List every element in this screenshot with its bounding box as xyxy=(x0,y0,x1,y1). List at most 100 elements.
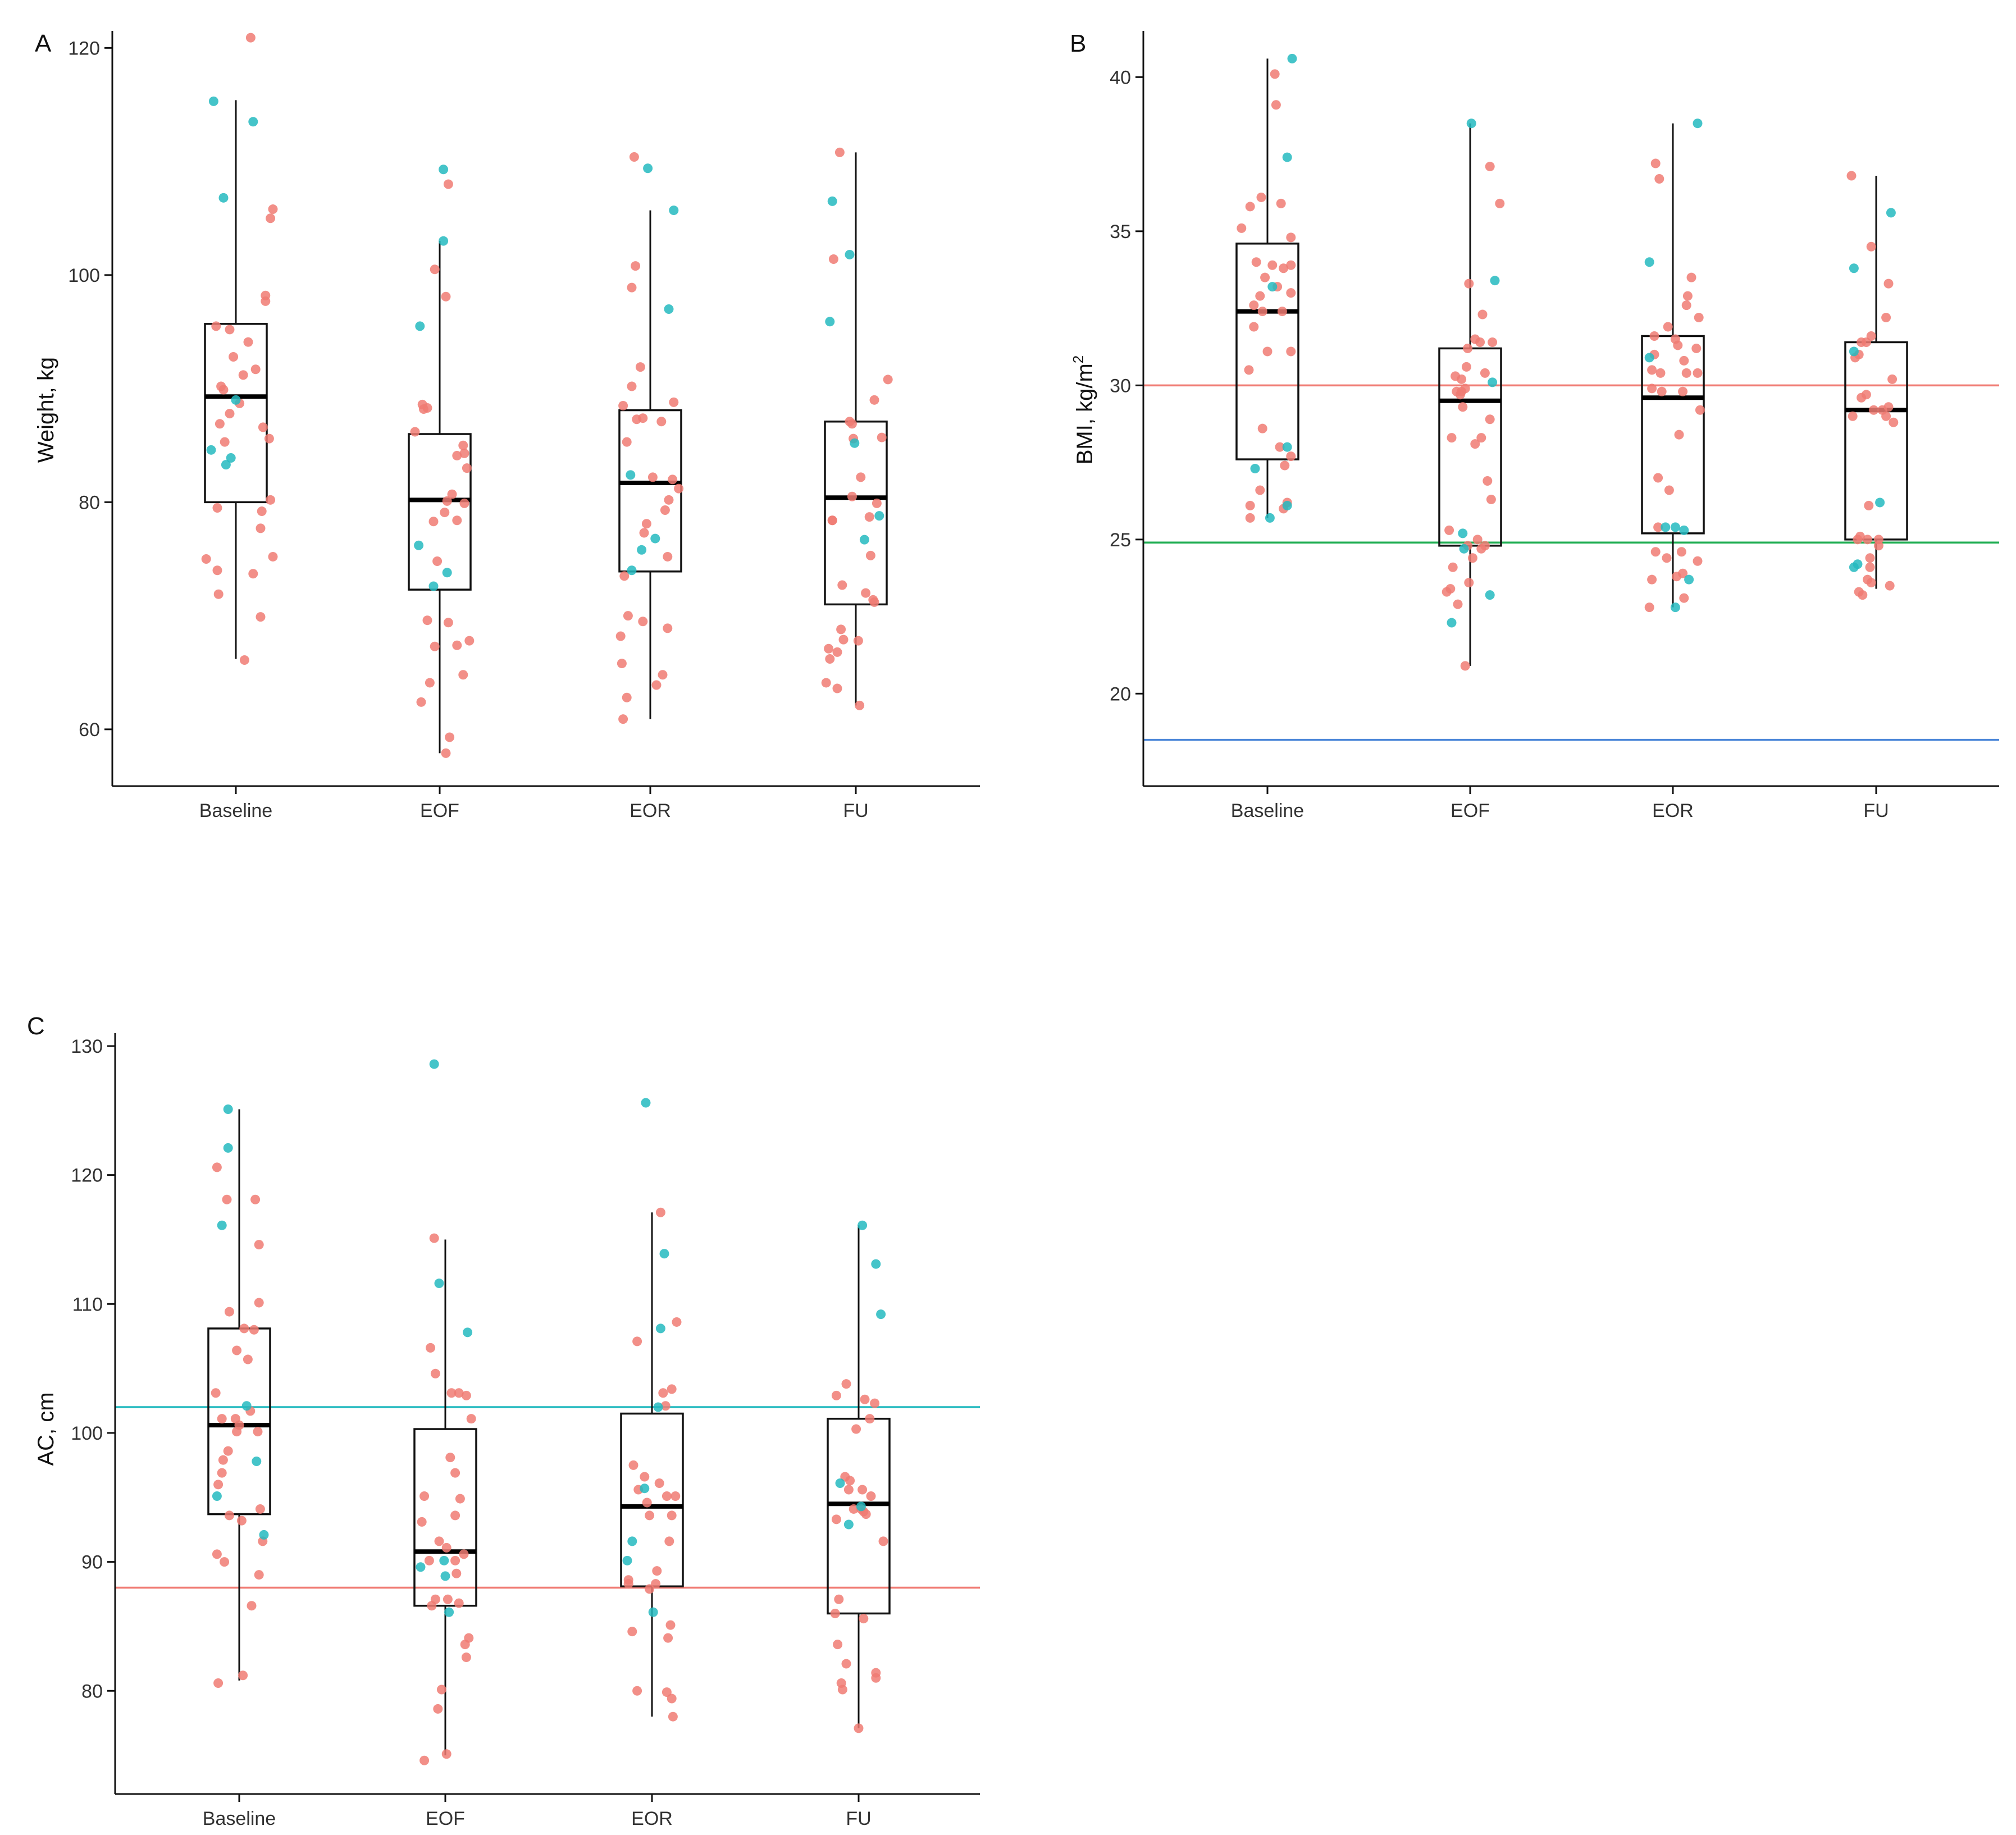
data-point xyxy=(430,1368,440,1378)
y-tick-label: 100 xyxy=(71,1423,103,1444)
data-point xyxy=(1251,257,1261,267)
data-point xyxy=(1464,279,1474,289)
data-point xyxy=(428,581,439,591)
data-point xyxy=(1693,368,1703,378)
data-point xyxy=(664,495,674,505)
data-point xyxy=(458,440,468,450)
data-point xyxy=(1858,590,1868,600)
data-point xyxy=(252,1456,262,1466)
data-point xyxy=(1686,272,1696,282)
x-tick-label: EOF xyxy=(1451,800,1490,821)
data-point xyxy=(831,1514,841,1524)
data-point xyxy=(627,282,637,293)
data-point xyxy=(851,1424,861,1434)
data-point xyxy=(224,1307,234,1317)
data-point xyxy=(1257,423,1267,433)
data-point xyxy=(212,1162,222,1172)
data-point xyxy=(443,179,453,189)
box-eof xyxy=(408,241,472,754)
data-point xyxy=(1849,346,1859,357)
data-point xyxy=(1459,544,1469,554)
data-point xyxy=(220,1557,230,1567)
data-point xyxy=(223,1143,233,1153)
data-point xyxy=(254,1570,264,1580)
data-point xyxy=(455,1494,465,1504)
data-point xyxy=(208,96,218,106)
y-tick-label: 100 xyxy=(68,265,100,286)
x-tick-label: Baseline xyxy=(1231,800,1304,821)
data-point xyxy=(1691,343,1702,353)
y-axis-title: AC, cm xyxy=(34,1392,58,1466)
box-fu xyxy=(827,1225,891,1728)
data-point xyxy=(231,395,241,405)
data-point xyxy=(255,1504,265,1514)
data-point xyxy=(1483,476,1493,486)
data-point xyxy=(256,612,266,622)
data-point xyxy=(856,472,866,482)
data-point xyxy=(1475,337,1485,347)
data-point xyxy=(654,1478,664,1489)
data-point xyxy=(223,1446,233,1456)
data-point xyxy=(659,1249,669,1259)
data-point xyxy=(1678,386,1688,396)
data-point xyxy=(865,1414,875,1424)
data-point xyxy=(229,352,239,362)
data-point xyxy=(1866,331,1876,341)
data-point xyxy=(1883,279,1894,289)
data-point xyxy=(640,1472,650,1482)
data-point xyxy=(660,1401,671,1411)
data-point xyxy=(230,1414,240,1424)
data-point xyxy=(1693,118,1703,129)
data-point xyxy=(1249,300,1259,311)
data-point xyxy=(1466,118,1476,129)
data-point xyxy=(858,1485,868,1495)
data-point xyxy=(1681,368,1691,378)
data-point xyxy=(452,450,462,460)
data-point xyxy=(1447,618,1457,628)
data-point xyxy=(638,413,648,423)
panel-letter: B xyxy=(1070,30,1086,57)
x-tick-label: EOR xyxy=(631,1808,673,1829)
data-point xyxy=(1244,365,1254,375)
data-point xyxy=(853,636,863,646)
data-point xyxy=(871,1673,881,1683)
data-point xyxy=(655,1323,665,1334)
x-tick-label: FU xyxy=(846,1808,871,1829)
data-point xyxy=(872,498,882,508)
data-point xyxy=(656,417,667,427)
data-point xyxy=(232,1345,242,1355)
data-point xyxy=(1676,547,1686,557)
data-point xyxy=(1460,661,1470,671)
data-point xyxy=(669,397,679,407)
data-point xyxy=(217,1220,227,1230)
data-point xyxy=(645,1584,655,1594)
data-point xyxy=(441,1749,451,1759)
data-point xyxy=(837,580,847,590)
y-tick-label: 80 xyxy=(79,492,100,513)
data-point xyxy=(1286,451,1296,462)
data-point xyxy=(1467,553,1477,563)
data-point xyxy=(1863,574,1873,585)
data-point xyxy=(828,254,838,264)
data-point xyxy=(1282,442,1292,452)
data-point xyxy=(623,611,633,621)
data-point xyxy=(430,641,440,651)
data-point xyxy=(461,1653,471,1663)
data-point xyxy=(662,1491,672,1501)
data-point xyxy=(854,1723,864,1733)
y-tick-label: 120 xyxy=(68,38,100,59)
y-axis-title-superscript: 2 xyxy=(1070,355,1087,363)
data-point xyxy=(622,437,632,447)
y-tick-label: 80 xyxy=(81,1681,103,1702)
data-point xyxy=(648,1607,658,1617)
data-point xyxy=(667,1384,677,1394)
data-point xyxy=(658,1388,668,1398)
data-point xyxy=(1279,263,1289,273)
data-point xyxy=(668,474,678,485)
data-point xyxy=(1857,392,1867,403)
data-point xyxy=(876,1309,886,1320)
data-point xyxy=(1286,288,1296,298)
data-point xyxy=(1458,528,1468,538)
box-baseline xyxy=(1235,58,1299,518)
data-point xyxy=(834,147,845,157)
